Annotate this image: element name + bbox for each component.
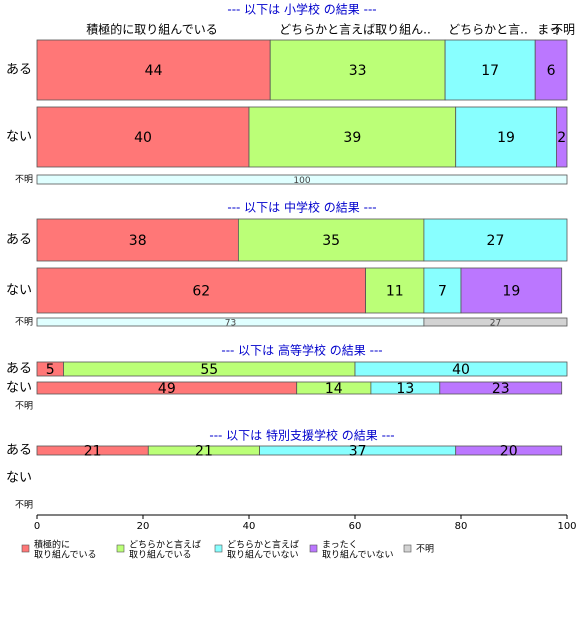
value-label: 40 (134, 130, 152, 146)
value-label: 73 (225, 319, 236, 329)
x-tick-label: 0 (34, 521, 40, 532)
panel-title: --- 以下は 中学校 の結果 --- (227, 200, 376, 215)
row-label: 不明 (15, 174, 33, 185)
legend-swatch (309, 544, 318, 553)
row-label: ある (6, 63, 32, 78)
x-tick-label: 100 (557, 521, 576, 532)
value-label: 17 (481, 63, 499, 79)
bar-segment (36, 106, 250, 168)
legend-label: 不明 (416, 544, 434, 555)
value-label: 33 (349, 63, 367, 79)
row-label: ない (6, 471, 32, 486)
panel-title: --- 以下は 特別支援学校 の結果 --- (209, 428, 394, 443)
bar-segment (237, 218, 425, 262)
row-label: ある (6, 233, 32, 248)
value-label: 21 (195, 444, 213, 460)
value-label: 13 (396, 381, 414, 397)
value-label: 100 (293, 176, 310, 186)
legend-label: 取り組んでいない (322, 549, 394, 561)
legend-swatch (21, 544, 30, 553)
value-label: 40 (452, 362, 470, 378)
bar-segment (36, 267, 367, 314)
value-label: 49 (158, 381, 176, 397)
value-label: 7 (438, 284, 447, 300)
row-label: 不明 (15, 500, 33, 511)
value-label: 44 (145, 63, 163, 79)
column-header: まっ (537, 23, 561, 37)
value-label: 62 (192, 284, 210, 300)
x-tick-label: 60 (349, 521, 362, 532)
legend-label: どちらかと言えば (129, 539, 201, 551)
row-label: 不明 (15, 401, 33, 412)
row-label: 不明 (15, 317, 33, 328)
value-label: 20 (500, 444, 518, 460)
row-label: ある (6, 443, 32, 458)
bar-segment (455, 445, 563, 456)
legend-label: どちらかと言えば (227, 539, 299, 551)
x-tick-label: 40 (243, 521, 256, 532)
value-label: 35 (322, 233, 340, 249)
legend-label: 取り組んでいない (227, 549, 299, 561)
value-label: 2 (557, 130, 566, 146)
value-label: 19 (497, 130, 515, 146)
value-label: 38 (129, 233, 147, 249)
bar-segment (439, 381, 563, 395)
value-label: 55 (200, 362, 218, 378)
row-label: ない (6, 283, 32, 298)
value-label: 27 (490, 319, 501, 329)
value-label: 39 (343, 130, 361, 146)
bar-segment (354, 361, 568, 377)
value-label: 19 (502, 284, 520, 300)
panel-title: --- 以下は 高等学校 の結果 --- (221, 343, 382, 358)
legend-label: まったく (322, 540, 358, 551)
legend-label: 積極的に (34, 539, 70, 551)
legend-label: 取り組んでいる (34, 549, 97, 561)
value-label: 21 (84, 444, 102, 460)
column-header: 積極的に取り組んでいる (86, 22, 217, 37)
legend-label: 取り組んでいる (129, 549, 192, 561)
bar-segment (455, 106, 557, 168)
bar-segment (423, 317, 568, 327)
legend-swatch (116, 544, 125, 553)
bar-segment (36, 174, 568, 185)
x-tick-label: 80 (455, 521, 468, 532)
bar-segment (423, 267, 462, 314)
legend-swatch (214, 544, 223, 553)
column-header: どちらかと言えば取り組ん.. (279, 23, 431, 37)
value-label: 23 (492, 381, 510, 397)
column-header: どちらかと言.. (448, 23, 528, 37)
value-label: 37 (349, 444, 367, 460)
row-label: ない (6, 130, 32, 145)
bar-segment (423, 218, 568, 262)
bar-segment (534, 39, 568, 101)
bar-segment (556, 106, 568, 168)
legend-swatch (403, 544, 412, 553)
bar-segment (248, 106, 457, 168)
column-header: 不明 (551, 23, 575, 37)
row-label: ない (6, 381, 32, 396)
value-label: 6 (547, 63, 556, 79)
bar-segment (269, 39, 446, 101)
value-label: 5 (46, 362, 55, 378)
value-label: 11 (386, 284, 404, 300)
value-label: 27 (487, 233, 505, 249)
row-label: ある (6, 362, 32, 377)
bar-segment (460, 267, 563, 314)
x-tick-label: 20 (137, 521, 150, 532)
value-label: 14 (325, 381, 343, 397)
panel-title: --- 以下は 小学校 の結果 --- (227, 2, 376, 17)
